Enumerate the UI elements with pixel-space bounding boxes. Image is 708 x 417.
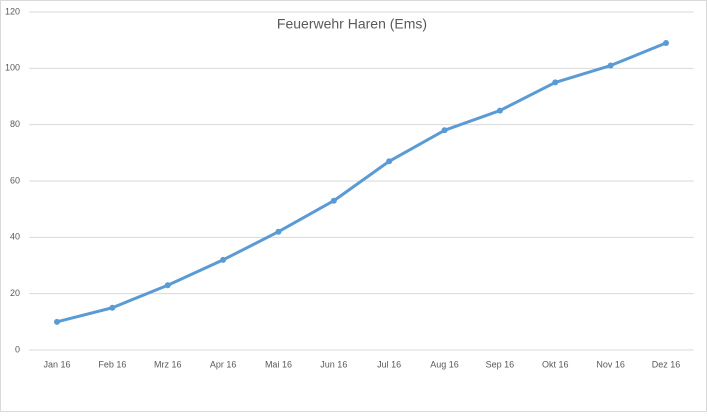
data-point <box>441 127 448 134</box>
y-tick-label: 80 <box>10 119 20 129</box>
data-point <box>496 107 503 114</box>
data-point <box>164 282 171 289</box>
x-tick-label: Jun 16 <box>320 359 347 369</box>
x-tick-label: Feb 16 <box>98 359 126 369</box>
y-tick-label: 20 <box>10 288 20 298</box>
data-line <box>55 41 668 324</box>
data-point <box>109 304 116 311</box>
x-tick-label: Dez 16 <box>652 359 681 369</box>
data-point <box>607 62 614 69</box>
data-point <box>386 158 393 165</box>
chart-title: Feuerwehr Haren (Ems) <box>277 16 427 32</box>
data-point <box>663 39 670 46</box>
x-tick-label: Apr 16 <box>210 359 237 369</box>
x-tick-label: Mai 16 <box>265 359 292 369</box>
x-tick-label: Nov 16 <box>596 359 625 369</box>
y-tick-label: 120 <box>5 6 20 16</box>
data-point <box>552 79 559 86</box>
data-point <box>275 228 282 235</box>
x-tick-label: Aug 16 <box>430 359 459 369</box>
x-tick-label: Jan 16 <box>43 359 70 369</box>
y-tick-label: 0 <box>15 344 20 354</box>
data-point <box>330 197 337 204</box>
y-tick-label: 100 <box>5 63 20 73</box>
x-tick-label: Sep 16 <box>486 359 515 369</box>
x-tick-label: Mrz 16 <box>154 359 182 369</box>
x-tick-label: Jul 16 <box>377 359 401 369</box>
x-tick-label: Okt 16 <box>542 359 569 369</box>
y-tick-label: 60 <box>10 175 20 185</box>
y-tick-label: 40 <box>10 232 20 242</box>
data-point <box>53 318 60 325</box>
data-point <box>220 256 227 263</box>
